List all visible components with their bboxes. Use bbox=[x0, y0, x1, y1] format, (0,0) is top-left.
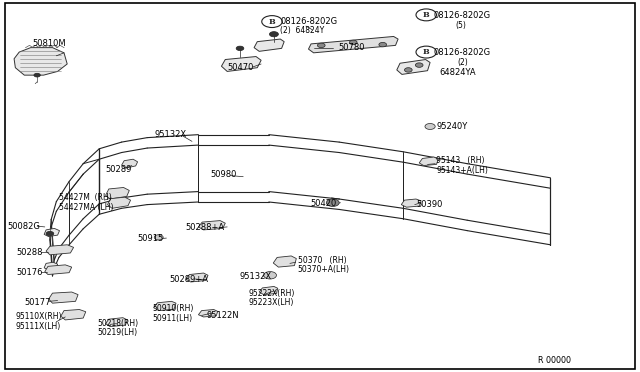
Polygon shape bbox=[401, 199, 421, 207]
Text: 50370   (RH): 50370 (RH) bbox=[298, 256, 346, 265]
Polygon shape bbox=[273, 256, 296, 267]
Text: 50420: 50420 bbox=[310, 199, 337, 208]
Polygon shape bbox=[198, 221, 225, 230]
Circle shape bbox=[415, 63, 423, 67]
Circle shape bbox=[416, 9, 436, 21]
Text: 95122N: 95122N bbox=[206, 311, 239, 320]
Polygon shape bbox=[44, 228, 60, 237]
Text: 95223X(LH): 95223X(LH) bbox=[248, 298, 294, 307]
Text: (2)  64824Y: (2) 64824Y bbox=[280, 26, 324, 35]
Text: 95132X: 95132X bbox=[240, 272, 272, 281]
Text: B: B bbox=[269, 17, 275, 26]
Text: 95143+A(LH): 95143+A(LH) bbox=[436, 166, 488, 174]
Polygon shape bbox=[122, 159, 138, 168]
Polygon shape bbox=[106, 318, 127, 327]
Circle shape bbox=[262, 16, 282, 28]
Text: B: B bbox=[423, 11, 429, 19]
Polygon shape bbox=[46, 245, 74, 255]
Text: 50810M: 50810M bbox=[32, 39, 66, 48]
Text: 95110X(RH): 95110X(RH) bbox=[16, 312, 63, 321]
Text: 50289: 50289 bbox=[106, 165, 132, 174]
Circle shape bbox=[425, 124, 435, 129]
Text: 50910(RH): 50910(RH) bbox=[152, 304, 194, 313]
Text: 95222X(RH): 95222X(RH) bbox=[248, 289, 294, 298]
Text: 50980: 50980 bbox=[210, 170, 236, 179]
Text: 50915: 50915 bbox=[138, 234, 164, 243]
Text: 50219(LH): 50219(LH) bbox=[97, 328, 138, 337]
Text: 08126-8202G: 08126-8202G bbox=[434, 11, 491, 20]
Text: 50082G: 50082G bbox=[8, 222, 40, 231]
Text: (5): (5) bbox=[456, 21, 467, 30]
Text: 50390: 50390 bbox=[416, 200, 442, 209]
Text: 50289+A: 50289+A bbox=[170, 275, 209, 283]
Polygon shape bbox=[106, 187, 129, 199]
Polygon shape bbox=[397, 60, 430, 74]
Text: 50470: 50470 bbox=[227, 63, 253, 72]
Text: 50288: 50288 bbox=[16, 248, 42, 257]
Polygon shape bbox=[108, 197, 131, 208]
Polygon shape bbox=[198, 310, 218, 317]
Text: 95132X: 95132X bbox=[155, 130, 187, 139]
Circle shape bbox=[236, 46, 244, 51]
Text: 50218(RH): 50218(RH) bbox=[97, 319, 138, 328]
Circle shape bbox=[349, 40, 357, 45]
Polygon shape bbox=[259, 286, 278, 295]
Circle shape bbox=[154, 235, 163, 240]
Text: R 00000: R 00000 bbox=[538, 356, 571, 365]
Text: 54427MA (LH): 54427MA (LH) bbox=[59, 203, 113, 212]
Polygon shape bbox=[221, 57, 261, 71]
Text: 95111X(LH): 95111X(LH) bbox=[16, 322, 61, 331]
Circle shape bbox=[379, 42, 387, 47]
Text: 08126-8202G: 08126-8202G bbox=[280, 17, 337, 26]
Polygon shape bbox=[254, 39, 284, 51]
Text: 50780: 50780 bbox=[338, 43, 364, 52]
Text: B: B bbox=[423, 48, 429, 56]
Text: (2): (2) bbox=[457, 58, 468, 67]
Circle shape bbox=[269, 32, 278, 37]
Circle shape bbox=[264, 272, 276, 279]
Text: 50911(LH): 50911(LH) bbox=[152, 314, 193, 323]
Polygon shape bbox=[14, 48, 67, 75]
Polygon shape bbox=[154, 301, 176, 311]
Circle shape bbox=[404, 68, 412, 72]
Text: 64824YA: 64824YA bbox=[439, 68, 476, 77]
Polygon shape bbox=[49, 292, 78, 303]
Text: 54427M  (RH): 54427M (RH) bbox=[59, 193, 111, 202]
Text: 50288+A: 50288+A bbox=[186, 223, 225, 232]
Circle shape bbox=[34, 73, 40, 77]
Polygon shape bbox=[45, 265, 72, 275]
Circle shape bbox=[416, 46, 436, 58]
Circle shape bbox=[317, 43, 325, 48]
Polygon shape bbox=[61, 310, 86, 320]
Polygon shape bbox=[419, 157, 438, 166]
Polygon shape bbox=[308, 36, 398, 53]
Text: 95143   (RH): 95143 (RH) bbox=[436, 156, 485, 165]
Polygon shape bbox=[186, 273, 208, 282]
Text: 50176: 50176 bbox=[16, 268, 42, 277]
Text: 08126-8202G: 08126-8202G bbox=[434, 48, 491, 57]
Circle shape bbox=[326, 199, 339, 206]
Text: 50177: 50177 bbox=[24, 298, 51, 307]
Text: 50370+A(LH): 50370+A(LH) bbox=[298, 265, 349, 274]
Circle shape bbox=[46, 231, 54, 236]
Polygon shape bbox=[44, 262, 58, 270]
Text: 95240Y: 95240Y bbox=[436, 122, 468, 131]
